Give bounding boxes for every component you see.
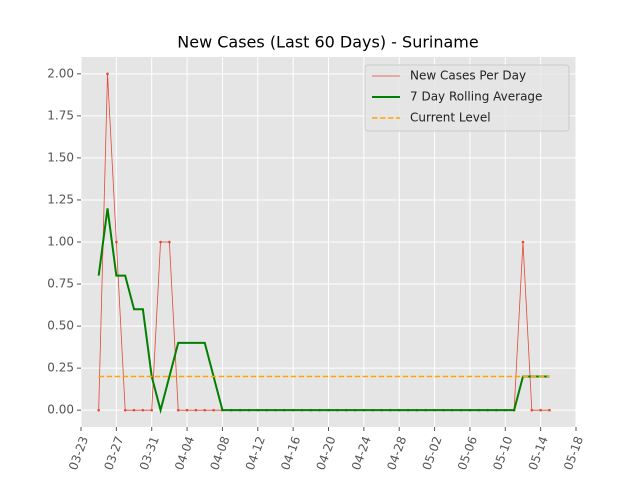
point xyxy=(97,408,100,412)
y-tick-label: 1.50 xyxy=(47,150,74,164)
marks xyxy=(97,72,551,415)
chart-title: New Cases (Last 60 Days) - Suriname xyxy=(177,33,478,52)
point xyxy=(123,408,127,412)
x-tick-label: 03-27 xyxy=(101,434,126,472)
x-tick-label: 04-04 xyxy=(172,434,197,472)
point xyxy=(530,408,534,412)
point xyxy=(548,408,551,412)
point xyxy=(115,240,118,244)
point xyxy=(203,408,207,412)
x-tick-label: 04-24 xyxy=(349,434,374,472)
x-tick-label: 03-31 xyxy=(137,434,162,472)
x-tick-label: 04-16 xyxy=(278,434,303,472)
point xyxy=(194,408,198,412)
point xyxy=(212,408,215,412)
y-tick-label: 2.00 xyxy=(47,66,74,80)
x-tick-label: 05-14 xyxy=(526,434,551,472)
point xyxy=(539,408,542,412)
y-tick-label: 1.25 xyxy=(47,192,74,206)
legend-label: Current Level xyxy=(410,111,491,125)
point xyxy=(150,408,154,412)
point xyxy=(159,240,162,244)
y-tick-label: 0.25 xyxy=(47,361,74,375)
x-tick-label: 03-23 xyxy=(66,434,91,472)
x-tick-label: 04-12 xyxy=(243,434,268,472)
y-tick-label: 1.75 xyxy=(47,108,74,122)
x-tick-label: 04-08 xyxy=(207,434,232,472)
y-tick-label: 0.75 xyxy=(47,277,74,291)
legend-label: 7 Day Rolling Average xyxy=(410,90,542,104)
x-tick-label: 05-10 xyxy=(490,434,515,472)
x-tick-label: 04-20 xyxy=(314,434,339,472)
point xyxy=(185,408,189,412)
series-line xyxy=(97,208,550,415)
x-tick-label: 04-28 xyxy=(384,434,409,472)
legend-box xyxy=(364,64,570,132)
point xyxy=(106,72,109,76)
x-tick-label: 05-18 xyxy=(561,434,586,472)
legend-label: New Cases Per Day xyxy=(410,69,526,83)
x-tick-label: 05-06 xyxy=(455,434,480,472)
point xyxy=(168,240,171,244)
point xyxy=(132,408,136,412)
point xyxy=(176,408,180,412)
point xyxy=(521,240,525,244)
y-tick-label: 0.50 xyxy=(47,319,74,333)
y-tick-label: 1.00 xyxy=(47,235,74,249)
y-tick-label: 0.00 xyxy=(47,403,74,417)
x-tick-label: 05-02 xyxy=(420,434,445,472)
point xyxy=(141,408,145,412)
